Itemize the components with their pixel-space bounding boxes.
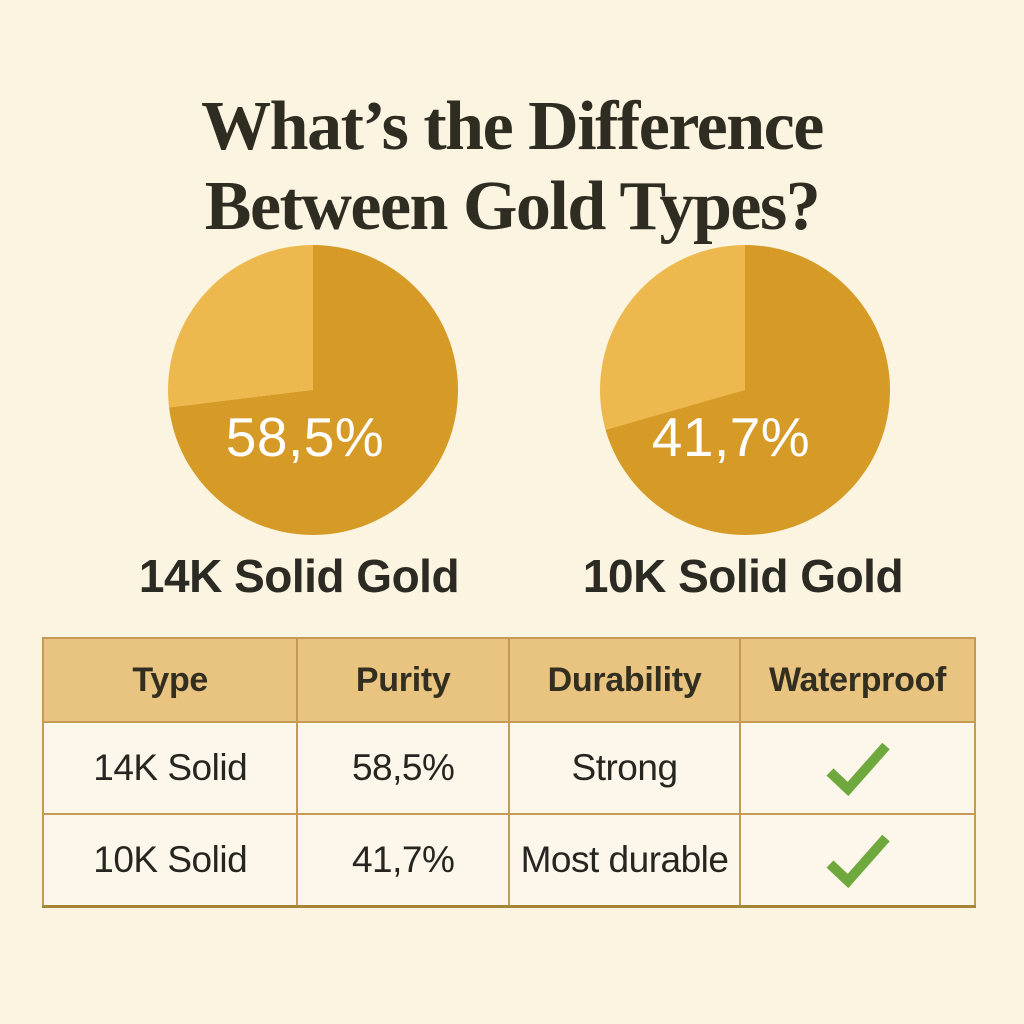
cell-waterproof-14k	[739, 721, 976, 815]
table-header-waterproof: Waterproof	[739, 637, 976, 723]
table-header-row: Type Purity Durability Waterproof	[41, 637, 976, 723]
title-line-1: What’s the Difference	[201, 87, 824, 165]
pie-value-label-14k: 58,5%	[225, 406, 385, 468]
cell-purity-10k: 41,7%	[296, 813, 510, 908]
pie-chart-14k-solid-gold: 58,5%	[168, 245, 458, 535]
table-row-14k: 14K Solid 58,5% Strong	[41, 721, 976, 815]
cell-purity-14k: 58,5%	[296, 721, 510, 815]
pie-chart-10k-solid-gold: 41,7%	[600, 245, 890, 535]
page-title: What’s the Difference Between Gold Types…	[0, 87, 1024, 247]
cell-durability-14k: Strong	[507, 721, 742, 815]
table-row-10k: 10K Solid 41,7% Most durable	[41, 813, 976, 908]
check-icon	[821, 831, 895, 889]
cell-waterproof-10k	[739, 813, 976, 908]
table-header-purity: Purity	[296, 637, 510, 723]
pie-caption-10k: 10K Solid Gold	[582, 550, 904, 602]
cell-durability-10k: Most durable	[507, 813, 742, 908]
cell-type-10k: 10K Solid	[41, 813, 299, 908]
cell-type-14k: 14K Solid	[41, 721, 299, 815]
pie-value-label-10k: 41,7%	[651, 406, 811, 468]
pie-caption-14k: 14K Solid Gold	[138, 550, 460, 602]
check-icon	[821, 739, 895, 797]
table-header-type: Type	[41, 637, 299, 723]
title-line-2: Between Gold Types?	[204, 167, 821, 245]
table-header-durability: Durability	[507, 637, 742, 723]
comparison-table: Type Purity Durability Waterproof 14K So…	[41, 637, 976, 908]
